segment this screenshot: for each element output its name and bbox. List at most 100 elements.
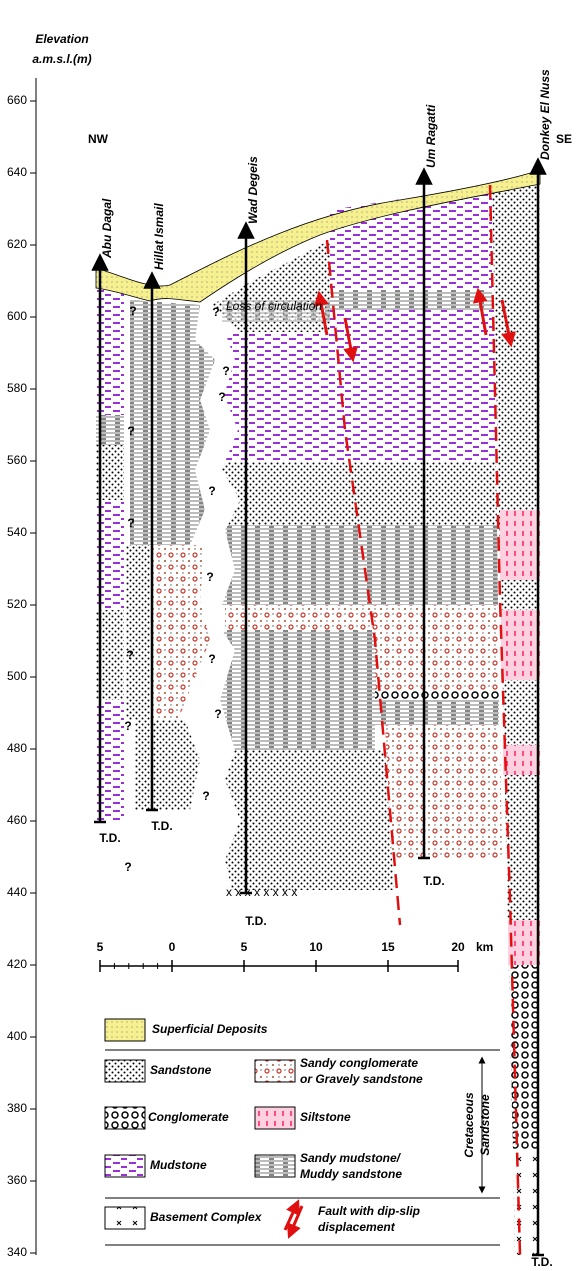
legend-part <box>104 1018 146 1042</box>
tick-label: 640 <box>7 165 27 179</box>
question-mark: ? <box>206 570 213 584</box>
tick-label: 500 <box>7 669 27 683</box>
legend-part: Siltstone <box>300 1110 351 1124</box>
tick-label: 520 <box>7 597 27 611</box>
lithology-part <box>225 750 394 890</box>
legend-part: Sandy conglomerate <box>300 1056 418 1070</box>
faults <box>325 184 522 1256</box>
lithology-part <box>222 462 497 525</box>
lithology-part <box>500 510 540 580</box>
tick-label: 340 <box>7 1245 27 1259</box>
legend-part <box>254 1154 296 1178</box>
tick-label: 560 <box>7 453 27 467</box>
well-labels-part: Hillat Ismail <box>152 203 166 270</box>
question-mark: ? <box>214 707 221 721</box>
question-mark: ? <box>208 652 215 666</box>
well-labels-part: T.D. <box>151 819 172 833</box>
scale-label: 5 <box>241 940 248 954</box>
question-mark: ? <box>222 364 229 378</box>
lithology-part <box>222 300 330 322</box>
lithology-part <box>501 610 540 680</box>
well-labels-part: SE <box>556 132 572 146</box>
question-mark: ? <box>202 789 209 803</box>
legend-part: Cretaceous <box>462 1092 476 1158</box>
axis-title-part: a.m.s.l.(m) <box>32 52 91 66</box>
legend-part <box>104 1106 146 1130</box>
fault-arrows-part <box>500 299 516 348</box>
axis-ticks: 660 640 620 600 580 560 540 520 500 480 460 440 420 4… <box>7 93 36 1259</box>
tick-label: 480 <box>7 741 27 755</box>
scale-label: 5 <box>97 940 104 954</box>
lithology: x x x x x x x x <box>95 169 541 1255</box>
legend-part <box>283 1199 300 1231</box>
lithology-part <box>385 725 502 860</box>
legend-part <box>104 1059 146 1083</box>
well-labels-part: Wad Degeis <box>246 156 260 224</box>
scale-unit: km <box>476 940 493 954</box>
well-labels-part: Um Ragatti <box>424 104 438 168</box>
legend-part: Mudstone <box>150 1158 207 1172</box>
legend: Superficial Deposits Sandstone Sandy con… <box>104 1018 500 1246</box>
well-labels-part: T.D. <box>423 874 444 888</box>
scale-label: 0 <box>169 940 176 954</box>
question-mark: ? <box>124 860 131 874</box>
lithology-part <box>95 169 541 303</box>
wells <box>91 157 547 1257</box>
fault-arrows-part <box>314 290 329 336</box>
scale-label: 10 <box>309 940 323 954</box>
lithology-part <box>508 920 540 965</box>
legend-part: Sandy mudstone/ <box>300 1151 402 1165</box>
lithology-part <box>222 525 498 605</box>
question-mark: ? <box>212 305 219 319</box>
well-labels-part: Abu Dagal <box>100 198 114 259</box>
lithology-part <box>375 605 499 690</box>
lithology-part <box>150 545 210 720</box>
fault-arrows-part <box>472 287 488 336</box>
faults-part <box>488 184 522 1256</box>
tick-label: 460 <box>7 813 27 827</box>
question-marks: ?????????????? <box>124 304 229 874</box>
lithology-part <box>224 310 496 462</box>
legend-part: Sandstone <box>150 1063 212 1077</box>
legend-part: Superficial Deposits <box>152 1022 268 1036</box>
legend-part: Fault with dip-slip <box>318 1204 420 1218</box>
question-mark: ? <box>126 648 133 662</box>
scale-label: 15 <box>381 940 395 954</box>
tick-label: 620 <box>7 237 27 251</box>
legend-part: displacement <box>318 1220 396 1234</box>
lithology-part <box>330 290 492 310</box>
legend-part <box>254 1059 296 1083</box>
legend-part: Muddy sandstone <box>300 1167 402 1181</box>
lithology-part <box>503 745 540 775</box>
legend-part: Sandstone <box>478 1094 492 1156</box>
question-mark: ? <box>124 719 131 733</box>
lithology-part <box>126 545 152 720</box>
tick-label: 540 <box>7 525 27 539</box>
well-labels-part: T.D. <box>245 914 266 928</box>
km-scale: 5 0 5 10 15 20 km <box>97 940 493 972</box>
legend-part <box>104 1206 146 1230</box>
tick-label: 420 <box>7 957 27 971</box>
question-mark: ? <box>127 516 134 530</box>
well-labels-part: Donkey El Nuss <box>538 69 552 160</box>
tick-label: 580 <box>7 381 27 395</box>
lithology-part <box>225 605 375 630</box>
scale-label: 20 <box>451 940 465 954</box>
tick-label: 440 <box>7 885 27 899</box>
well-labels-part: NW <box>88 132 109 146</box>
faults-part <box>325 239 402 926</box>
well-labels: Abu Dagal Hillat Ismail Wad Degeis Um Ra… <box>88 69 572 1269</box>
tick-label: 380 <box>7 1101 27 1115</box>
fault-arrows-part <box>343 317 358 363</box>
lithology-part <box>130 300 215 545</box>
question-mark: ? <box>208 484 215 498</box>
tick-label: 400 <box>7 1029 27 1043</box>
tick-label: 360 <box>7 1173 27 1187</box>
axis-title: Elevation a.m.s.l.(m) <box>32 32 91 66</box>
legend-part <box>287 1205 304 1239</box>
well-labels-part: Loss of circulation <box>226 299 322 313</box>
basement-marks: x x x x x x x x <box>226 885 297 899</box>
legend-part: or Gravely sandstone <box>300 1072 423 1086</box>
tick-label: 660 <box>7 93 27 107</box>
legend-part: Basement Complex <box>150 1210 263 1224</box>
